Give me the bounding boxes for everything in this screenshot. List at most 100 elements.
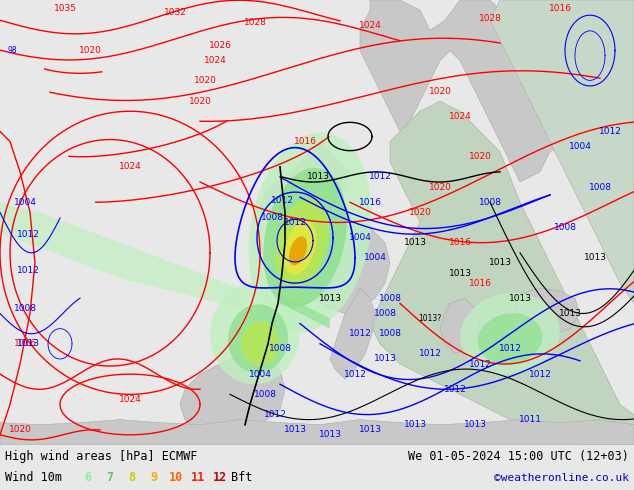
Text: 1013: 1013	[508, 294, 531, 303]
Text: 1008: 1008	[588, 183, 612, 192]
Text: 1008: 1008	[269, 344, 292, 353]
Text: 1008: 1008	[261, 213, 283, 222]
Text: 1004: 1004	[249, 369, 271, 379]
Text: 1013: 1013	[373, 354, 396, 364]
Text: 1008: 1008	[373, 309, 396, 318]
Text: 1004: 1004	[13, 198, 36, 207]
Text: 1012: 1012	[283, 218, 306, 227]
Polygon shape	[280, 293, 330, 329]
Text: 1035: 1035	[53, 3, 77, 13]
Text: 1016: 1016	[448, 238, 472, 247]
Text: 1016: 1016	[358, 198, 382, 207]
Text: 1012: 1012	[349, 329, 372, 338]
Text: 1013: 1013	[463, 420, 486, 429]
Ellipse shape	[275, 198, 329, 287]
Polygon shape	[0, 419, 634, 445]
Text: 1008: 1008	[13, 304, 37, 313]
Polygon shape	[285, 212, 390, 314]
Polygon shape	[360, 0, 610, 182]
Text: 1028: 1028	[243, 18, 266, 27]
Text: 1024: 1024	[119, 162, 141, 171]
Polygon shape	[0, 202, 240, 308]
Text: 1012: 1012	[264, 410, 287, 419]
Text: 1020: 1020	[9, 425, 32, 434]
Text: 1024: 1024	[204, 56, 226, 65]
Text: High wind areas [hPa] ECMWF: High wind areas [hPa] ECMWF	[5, 450, 197, 464]
Polygon shape	[490, 0, 634, 303]
Text: 1012: 1012	[598, 127, 621, 136]
Text: 1008: 1008	[254, 390, 276, 399]
Text: We 01-05-2024 15:00 UTC (12+03): We 01-05-2024 15:00 UTC (12+03)	[408, 450, 629, 464]
Text: 1012: 1012	[16, 230, 39, 239]
Text: 1024: 1024	[359, 21, 382, 30]
Text: 1013: 1013	[318, 430, 342, 440]
Text: 1004: 1004	[569, 142, 592, 151]
Text: 1024: 1024	[119, 395, 141, 404]
Text: 1026: 1026	[209, 41, 231, 50]
Text: 1020: 1020	[469, 152, 491, 161]
Text: 1012: 1012	[418, 349, 441, 358]
Text: ©weatheronline.co.uk: ©weatheronline.co.uk	[494, 473, 629, 483]
Ellipse shape	[283, 221, 316, 274]
Text: Wind 10m: Wind 10m	[5, 471, 62, 485]
Text: 1020: 1020	[408, 208, 432, 217]
Text: 1013: 1013	[306, 172, 330, 181]
Text: 1012: 1012	[16, 267, 39, 275]
Text: 1012: 1012	[444, 385, 467, 394]
Ellipse shape	[249, 132, 372, 333]
Text: 1012: 1012	[529, 369, 552, 379]
Text: 1013: 1013	[559, 309, 581, 318]
Ellipse shape	[477, 313, 542, 364]
Text: 1016: 1016	[294, 137, 316, 146]
Text: 1013: 1013	[403, 420, 427, 429]
Text: 1024: 1024	[449, 112, 471, 121]
Text: 1013?: 1013?	[418, 314, 442, 323]
Text: 7: 7	[107, 471, 113, 485]
Text: 1008: 1008	[378, 294, 401, 303]
Text: 1013: 1013	[489, 258, 512, 268]
Text: 1032: 1032	[164, 8, 186, 17]
Ellipse shape	[228, 304, 288, 373]
Ellipse shape	[289, 236, 307, 265]
Text: 1020: 1020	[193, 76, 216, 85]
Text: 1020: 1020	[429, 87, 451, 96]
Text: 1004: 1004	[363, 253, 387, 262]
Text: 1020: 1020	[429, 183, 451, 192]
Polygon shape	[440, 298, 480, 354]
Ellipse shape	[460, 293, 560, 374]
Text: 1012: 1012	[469, 360, 491, 368]
Text: 1013: 1013	[358, 425, 382, 434]
Text: 1016: 1016	[548, 3, 571, 13]
Text: 1012: 1012	[498, 344, 521, 353]
Polygon shape	[180, 354, 285, 440]
Text: 6: 6	[84, 471, 91, 485]
Text: 98: 98	[7, 46, 17, 55]
Text: 11: 11	[191, 471, 205, 485]
Text: 1013: 1013	[448, 269, 472, 277]
Text: 1020: 1020	[188, 97, 211, 106]
Text: 1008: 1008	[553, 223, 576, 232]
Ellipse shape	[210, 283, 300, 384]
Text: 1011: 1011	[519, 415, 541, 424]
Text: 1012: 1012	[344, 369, 366, 379]
Text: 9: 9	[150, 471, 158, 485]
Text: 1016: 1016	[469, 279, 491, 288]
Text: 10: 10	[169, 471, 183, 485]
Text: 1013: 1013	[403, 238, 427, 247]
Text: 1008: 1008	[378, 329, 401, 338]
Text: Bft: Bft	[231, 471, 253, 485]
Polygon shape	[370, 101, 634, 445]
Polygon shape	[285, 142, 350, 222]
Text: 1013: 1013	[583, 253, 607, 262]
Text: 1028: 1028	[479, 14, 501, 23]
Ellipse shape	[263, 168, 347, 307]
Text: 1004: 1004	[349, 233, 372, 242]
Text: 12: 12	[213, 471, 227, 485]
Ellipse shape	[241, 321, 279, 366]
Text: 1008: 1008	[479, 198, 501, 207]
Text: 1016: 1016	[13, 339, 37, 348]
Polygon shape	[515, 288, 580, 334]
Text: 1012: 1012	[368, 172, 391, 181]
Text: 1012: 1012	[271, 196, 294, 205]
Text: 1020: 1020	[79, 46, 101, 55]
